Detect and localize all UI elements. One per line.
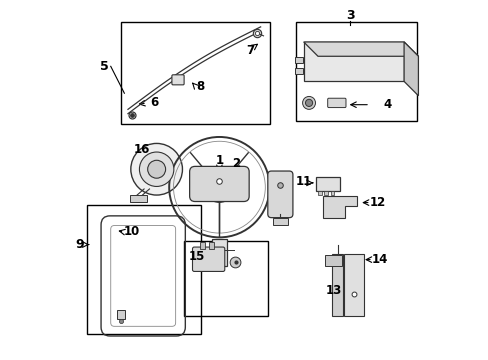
Bar <box>332 253 343 316</box>
Text: 2: 2 <box>232 157 240 170</box>
Circle shape <box>139 152 174 186</box>
Bar <box>294 68 302 74</box>
Bar <box>343 253 363 316</box>
FancyBboxPatch shape <box>172 75 184 85</box>
FancyBboxPatch shape <box>267 171 292 218</box>
Bar <box>294 57 302 63</box>
Bar <box>211 239 227 266</box>
Text: 16: 16 <box>134 143 150 156</box>
Polygon shape <box>403 42 418 96</box>
FancyBboxPatch shape <box>189 166 249 202</box>
Text: 4: 4 <box>383 98 391 111</box>
Polygon shape <box>323 196 357 218</box>
Bar <box>183 241 267 316</box>
Bar <box>324 191 327 195</box>
Text: 7: 7 <box>245 44 253 57</box>
Bar <box>316 177 339 191</box>
Text: 6: 6 <box>150 96 158 109</box>
Text: 10: 10 <box>123 225 140 238</box>
Circle shape <box>204 172 234 202</box>
Text: 3: 3 <box>346 9 354 22</box>
Bar <box>296 22 416 121</box>
Bar <box>208 242 214 249</box>
Text: 11: 11 <box>295 175 311 188</box>
Bar <box>318 191 321 195</box>
Bar <box>121 22 269 125</box>
Bar <box>199 242 204 249</box>
Bar <box>117 310 125 319</box>
Circle shape <box>305 99 312 107</box>
Bar <box>129 195 147 202</box>
Polygon shape <box>303 42 418 56</box>
Circle shape <box>131 143 182 195</box>
Text: 9: 9 <box>75 238 83 251</box>
Bar <box>86 205 201 334</box>
Text: 1: 1 <box>215 154 223 167</box>
Circle shape <box>302 96 315 109</box>
Bar <box>325 255 342 266</box>
FancyBboxPatch shape <box>327 98 346 108</box>
Text: 12: 12 <box>369 196 385 209</box>
Circle shape <box>147 160 165 178</box>
FancyBboxPatch shape <box>192 247 224 271</box>
Text: 13: 13 <box>325 284 341 297</box>
Text: 5: 5 <box>100 60 108 73</box>
Text: 15: 15 <box>188 250 205 263</box>
Circle shape <box>230 257 241 268</box>
Bar <box>273 219 287 225</box>
Text: 14: 14 <box>371 253 387 266</box>
Text: 8: 8 <box>196 80 204 93</box>
Polygon shape <box>303 42 403 81</box>
Bar <box>330 191 333 195</box>
